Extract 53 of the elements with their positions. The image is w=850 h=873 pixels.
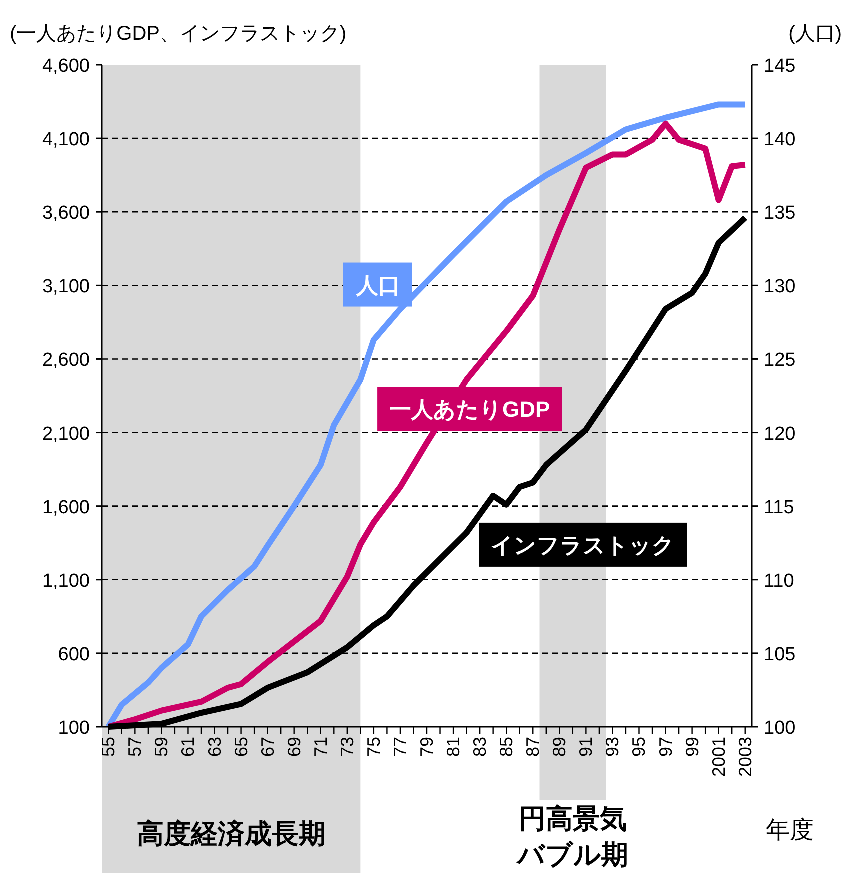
y-tick-label: 3,600 <box>42 203 90 224</box>
y-tick-label: 1,600 <box>42 497 90 518</box>
series-label: 一人あたりGDP <box>390 397 550 422</box>
band-label: 高度経済成長期 <box>136 819 326 849</box>
x-tick-label: 55 <box>98 737 119 758</box>
x-tick-label: 67 <box>258 737 278 758</box>
series-label: 人口 <box>355 272 400 298</box>
x-tick-label: 87 <box>523 737 544 758</box>
y-tick-label: 2,600 <box>42 350 90 372</box>
x-tick-label: 95 <box>629 737 650 758</box>
y2-tick-label: 105 <box>764 644 796 666</box>
x-tick-label: 2001 <box>708 737 729 778</box>
y2-tick-label: 145 <box>764 56 796 77</box>
series-label: インフラストック <box>491 532 675 558</box>
x-tick-label: 81 <box>444 737 464 758</box>
y2-tick-label: 115 <box>764 497 794 518</box>
x-tick-label: 89 <box>550 737 570 758</box>
x-tick-label: 57 <box>125 737 146 758</box>
y-tick-label: 4,600 <box>42 56 90 77</box>
y2-axis-title: (人口) <box>788 23 842 45</box>
x-tick-label: 75 <box>364 737 384 758</box>
x-tick-label: 65 <box>231 737 252 758</box>
y-tick-label: 600 <box>58 644 90 666</box>
x-tick-label: 71 <box>310 737 331 758</box>
x-tick-label: 63 <box>204 737 225 758</box>
y2-tick-label: 125 <box>764 350 796 372</box>
x-tick-label: 73 <box>337 737 358 758</box>
y-tick-label: 3,100 <box>42 276 90 298</box>
y2-tick-label: 110 <box>764 570 794 592</box>
x-tick-label: 61 <box>178 737 198 758</box>
y-tick-label: 2,100 <box>42 424 90 445</box>
x-tick-label: 77 <box>390 737 410 758</box>
y2-tick-label: 140 <box>764 130 796 151</box>
x-tick-label: 69 <box>284 737 304 758</box>
band-label: 円高景気バブル期 <box>515 804 628 870</box>
y-tick-label: 1,100 <box>42 570 90 592</box>
x-tick-label: 99 <box>682 737 702 758</box>
y-tick-label: 100 <box>58 718 90 739</box>
y2-tick-label: 130 <box>764 276 796 298</box>
x-tick-label: 93 <box>602 737 623 758</box>
x-tick-label: 2003 <box>735 737 756 778</box>
x-tick-label: 59 <box>152 737 172 758</box>
y2-tick-label: 135 <box>764 203 796 224</box>
x-tick-label: 85 <box>496 737 517 758</box>
x-axis-title: 年度 <box>766 817 814 844</box>
y-tick-label: 4,100 <box>42 130 90 151</box>
y-axis-title: (一人あたりGDP、インフラストック) <box>10 23 347 45</box>
x-tick-label: 83 <box>470 737 490 758</box>
y2-tick-label: 100 <box>764 718 796 739</box>
y2-tick-label: 120 <box>764 424 796 445</box>
x-tick-label: 91 <box>576 737 596 758</box>
x-tick-label: 79 <box>417 737 437 758</box>
x-tick-label: 97 <box>656 737 676 758</box>
